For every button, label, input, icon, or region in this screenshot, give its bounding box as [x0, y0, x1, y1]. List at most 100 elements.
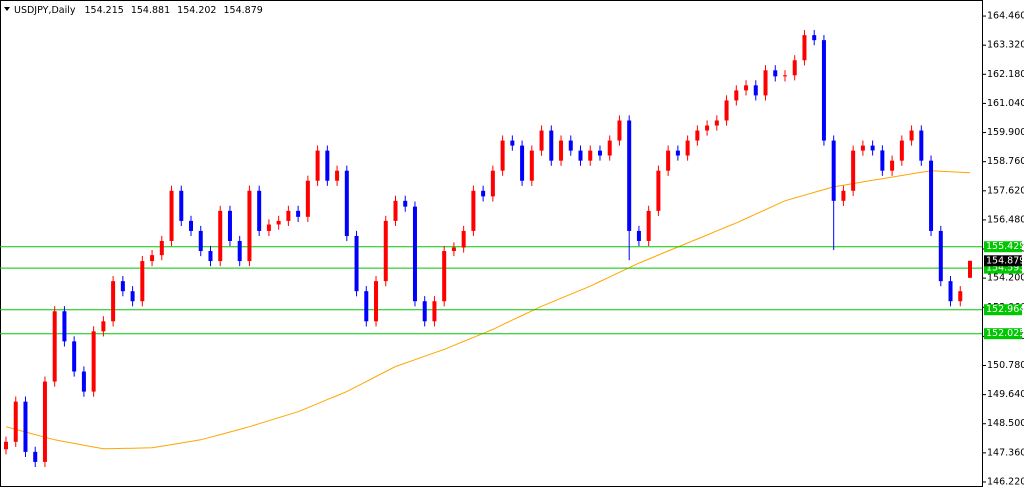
candle-body — [403, 200, 408, 207]
candle-body — [91, 331, 96, 392]
candle-body — [490, 170, 495, 197]
candle-body — [344, 170, 349, 236]
moving-average — [5, 170, 971, 450]
candle-body — [841, 190, 846, 201]
candle-body — [198, 230, 203, 252]
candle-body — [442, 251, 447, 302]
candle-body — [471, 190, 476, 231]
candle-body — [315, 150, 320, 181]
candle-body — [588, 150, 593, 161]
candle-body — [636, 230, 641, 241]
candle-body — [383, 220, 388, 282]
candle-body — [218, 210, 223, 262]
candle-body — [432, 301, 437, 322]
y-tick-label: 154.200 — [987, 273, 1024, 284]
price-label-bg — [984, 255, 1022, 267]
candle-body — [812, 35, 817, 41]
candle-body — [101, 321, 106, 332]
y-tick-label: 161.040 — [987, 98, 1024, 109]
candle-body — [607, 140, 612, 156]
candle-body — [685, 140, 690, 156]
candle-body — [724, 100, 729, 121]
candle-body — [412, 206, 417, 302]
candle-body — [578, 150, 583, 161]
candle-body — [335, 170, 340, 181]
candle-body — [189, 220, 194, 231]
y-tick-label: 159.900 — [987, 127, 1024, 138]
candle-body — [227, 210, 232, 241]
candle-body — [461, 230, 466, 248]
header-close: 154.879 — [224, 5, 263, 16]
candle-body — [237, 240, 242, 262]
candle-body — [286, 210, 291, 221]
candle-body — [276, 220, 281, 225]
candle-body — [617, 120, 622, 141]
y-tick-label: 164.460 — [987, 11, 1024, 22]
level-label-bg — [984, 241, 1022, 253]
candle-body — [948, 281, 953, 302]
candle-body — [247, 190, 252, 262]
candle-body — [909, 130, 914, 141]
candle-body — [568, 140, 573, 151]
candle-body — [208, 251, 213, 262]
candle-body — [938, 230, 943, 282]
header-open: 154.215 — [85, 5, 124, 16]
header-high: 154.881 — [131, 5, 170, 16]
candle-body — [150, 255, 155, 262]
header: USDJPY,Daily 154.215 154.881 154.202 154… — [14, 5, 263, 16]
candle-body — [354, 235, 359, 292]
candle-body — [870, 145, 875, 151]
candle-body — [23, 401, 28, 452]
candle-body — [130, 291, 135, 302]
candle-body — [753, 85, 758, 96]
candle-body — [627, 120, 632, 231]
header-low: 154.202 — [177, 5, 216, 16]
candle-body — [734, 90, 739, 101]
level-label: 152.964 — [986, 304, 1024, 315]
candle-body — [714, 120, 719, 126]
candle-body — [899, 140, 904, 161]
candle-body — [539, 130, 544, 151]
candle-body — [422, 301, 427, 322]
candle-body — [52, 311, 57, 382]
candle-body — [880, 150, 885, 171]
candle-body — [296, 210, 301, 217]
y-tick-label: 148.500 — [987, 418, 1024, 429]
candle-body — [169, 190, 174, 241]
candle-body — [13, 401, 18, 442]
candle-body — [782, 75, 787, 77]
y-tick-label: 156.480 — [987, 214, 1024, 225]
candle-body — [374, 281, 379, 322]
y-tick-label: 157.620 — [987, 185, 1024, 196]
y-tick-label: 149.640 — [987, 389, 1024, 400]
candle-body — [646, 210, 651, 241]
candle-body — [500, 140, 505, 171]
y-tick-label: 147.360 — [987, 447, 1024, 458]
candle-body — [120, 281, 125, 292]
candle-body — [597, 150, 602, 156]
candle-body — [62, 311, 67, 342]
header-icon — [4, 7, 10, 11]
candle-body — [529, 150, 534, 181]
candle-body — [42, 381, 47, 462]
candle-body — [4, 441, 8, 450]
candle-body — [773, 70, 778, 77]
y-tick-label: 146.220 — [987, 476, 1024, 487]
symbol: USDJPY,Daily — [14, 5, 76, 16]
candle-body — [481, 190, 486, 197]
candle-body — [666, 150, 671, 171]
candle-body — [72, 341, 77, 372]
candle-body — [744, 85, 749, 91]
candle-body — [510, 140, 515, 146]
candle-body — [656, 170, 661, 211]
candle-body — [821, 40, 826, 141]
candle-body — [111, 281, 116, 322]
candle-body — [919, 130, 924, 161]
y-tick-label: 162.180 — [987, 69, 1024, 80]
candle-body — [549, 130, 554, 161]
candle-body — [802, 35, 807, 61]
candle-body — [266, 224, 271, 231]
candle-body — [33, 451, 38, 462]
